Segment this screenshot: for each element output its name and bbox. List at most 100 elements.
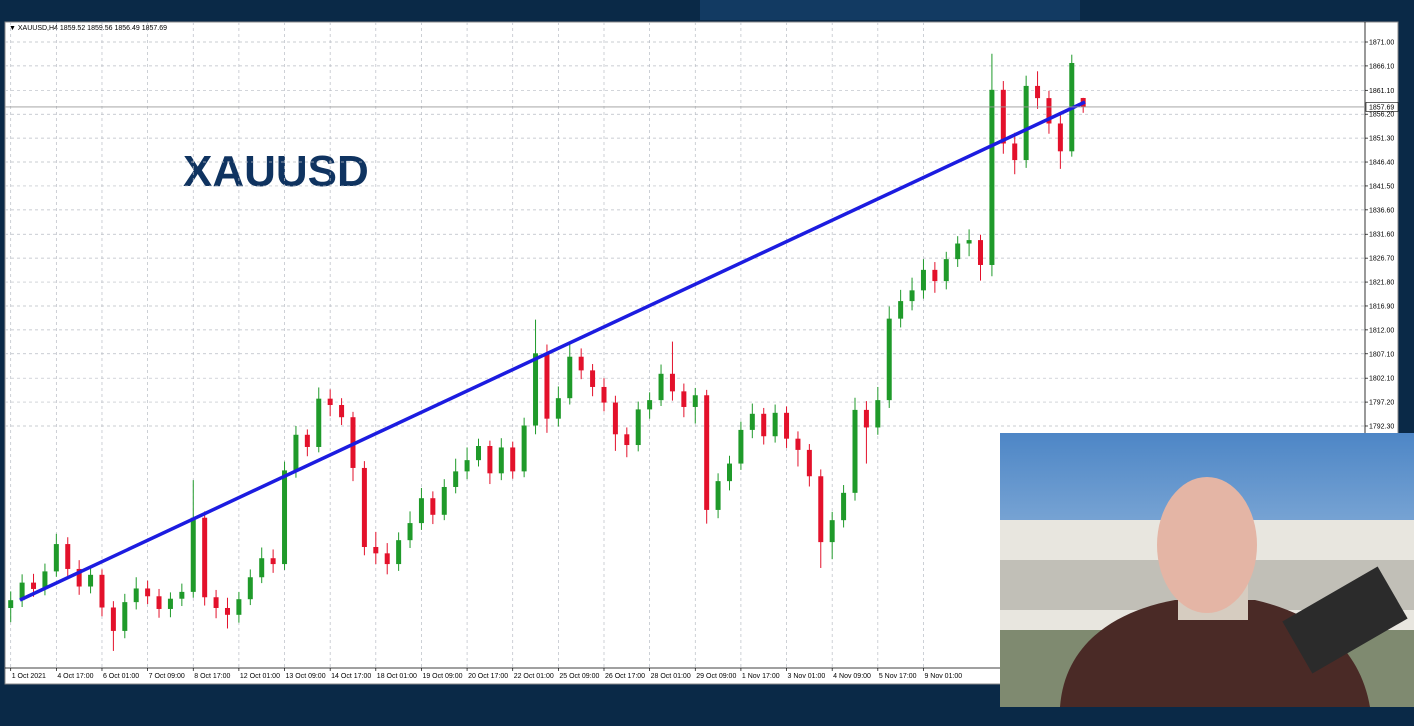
x-tick-label: 1 Nov 17:00: [742, 673, 780, 680]
y-tick-label: 1826.70: [1369, 256, 1394, 263]
candle-body: [327, 398, 333, 406]
candle-body: [704, 395, 710, 510]
y-tick-label: 1861.10: [1369, 88, 1394, 95]
candle-body: [282, 470, 288, 565]
x-tick-label: 18 Oct 01:00: [377, 673, 417, 680]
candle-body: [658, 373, 664, 401]
candle-body: [806, 449, 812, 477]
candle-body: [441, 486, 447, 515]
candle-body: [1023, 85, 1029, 161]
x-tick-label: 4 Oct 17:00: [57, 673, 93, 680]
candle-body: [590, 370, 596, 387]
candle-body: [932, 269, 938, 282]
candle-body: [544, 353, 550, 419]
candle-body: [213, 597, 219, 608]
candle-body: [384, 553, 390, 565]
candle-body: [236, 599, 242, 615]
candle-body: [224, 607, 230, 615]
chart-header: ▼ XAUUSD,H4 1859.52 1859.56 1856.49 1857…: [9, 25, 167, 32]
candle-body: [784, 412, 790, 439]
candle-body: [521, 425, 527, 472]
x-tick-label: 6 Oct 01:00: [103, 673, 139, 680]
candle-body: [304, 434, 310, 447]
candle-body: [487, 445, 493, 474]
candle-body: [681, 391, 687, 407]
candle-body: [818, 476, 824, 543]
candle-body: [145, 588, 151, 597]
candles: [8, 53, 1086, 651]
candle-body: [692, 395, 698, 407]
candle-body: [795, 438, 801, 450]
candle-body: [190, 517, 196, 592]
candle-body: [110, 607, 116, 631]
bottom-strip: [1000, 707, 1414, 721]
trend-line: [19, 100, 1086, 602]
candle-body: [418, 498, 424, 524]
candle-body: [76, 568, 82, 587]
candle-body: [453, 471, 459, 487]
candle-body: [966, 240, 972, 244]
x-tick-label: 4 Nov 09:00: [833, 673, 871, 680]
candle-body: [635, 409, 641, 446]
y-tick-label: 1851.30: [1369, 136, 1394, 143]
candle-body: [726, 463, 732, 482]
candle-body: [396, 540, 402, 565]
candle-body: [920, 269, 926, 291]
candle-body: [53, 544, 59, 572]
candle-body: [373, 546, 379, 554]
top-strip: [700, 0, 1080, 20]
candle-body: [978, 240, 984, 265]
x-tick-label: 5 Nov 17:00: [879, 673, 917, 680]
candle-body: [498, 447, 504, 474]
x-tick-label: 9 Nov 01:00: [924, 673, 962, 680]
candle-body: [612, 402, 618, 435]
candle-body: [578, 356, 584, 371]
candle-body: [852, 409, 858, 493]
candle-body: [1035, 85, 1041, 99]
y-tick-label: 1841.50: [1369, 183, 1394, 190]
candle-body: [989, 89, 995, 265]
candle-body: [430, 498, 436, 515]
x-tick-label: 25 Oct 09:00: [559, 673, 599, 680]
x-tick-label: 13 Oct 09:00: [286, 673, 326, 680]
candle-body: [19, 582, 25, 601]
x-tick-label: 22 Oct 01:00: [514, 673, 554, 680]
y-tick-label: 1846.40: [1369, 160, 1394, 167]
video-overlay: [1000, 433, 1414, 707]
candle-body: [749, 413, 755, 430]
candle-body: [601, 386, 607, 403]
candle-body: [863, 409, 869, 428]
candle-body: [247, 577, 253, 600]
x-tick-label: 20 Oct 17:00: [468, 673, 508, 680]
candle-body: [533, 353, 539, 426]
video-person-head: [1157, 477, 1257, 613]
candle-body: [122, 602, 128, 631]
video-microphone: [1282, 566, 1408, 674]
candle-body: [624, 434, 630, 446]
candle-body: [464, 460, 470, 472]
candle-body: [875, 400, 881, 428]
candle-body: [772, 412, 778, 437]
x-tick-label: 7 Oct 09:00: [149, 673, 185, 680]
candle-body: [761, 413, 767, 437]
candle-body: [316, 398, 322, 447]
last-close: 1857.69: [142, 25, 167, 32]
x-tick-label: 29 Oct 09:00: [696, 673, 736, 680]
candle-body: [510, 447, 516, 472]
candle-body: [133, 588, 139, 603]
candle-body: [99, 574, 105, 608]
grid: [5, 22, 1365, 668]
candle-body: [88, 574, 94, 587]
y-tick-label: 1816.90: [1369, 303, 1394, 310]
y-tick-label: 1831.60: [1369, 232, 1394, 239]
candle-body: [156, 596, 162, 609]
candle-body: [886, 318, 892, 401]
candle-body: [42, 571, 48, 589]
x-tick-label: 8 Oct 17:00: [194, 673, 230, 680]
candle-body: [829, 520, 835, 543]
candle-body: [669, 373, 675, 392]
current-price-box: [1365, 102, 1399, 112]
candle-body: [202, 517, 208, 598]
candle-body: [361, 467, 367, 547]
